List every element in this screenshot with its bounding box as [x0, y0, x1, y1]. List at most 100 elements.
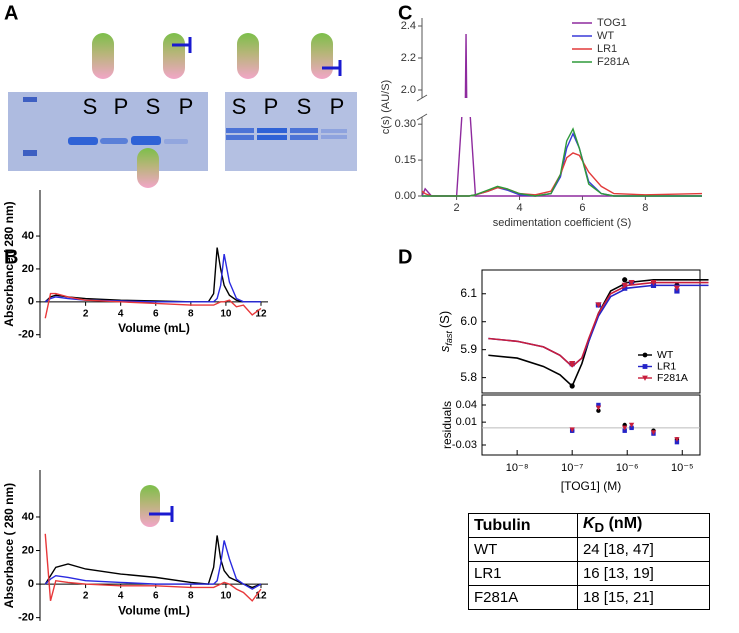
x-tick-label: 10⁻⁸: [506, 462, 529, 474]
tail-mark: [322, 60, 342, 76]
cell: 16 [13, 19]: [576, 561, 711, 586]
gel-left: [8, 92, 208, 171]
tubulin-icon: [140, 485, 160, 527]
x-axis-label: Volume (mL): [118, 321, 190, 335]
gel-band: [68, 137, 98, 145]
residual-tick-label: 0.04: [456, 399, 477, 411]
gel-band: [257, 135, 287, 140]
x-tick-label: 8: [188, 591, 194, 602]
tubulin-icon: [311, 33, 333, 79]
tubulin-icon: [92, 33, 114, 79]
y-tick-label: 20: [22, 263, 34, 275]
legend-label: WT: [597, 30, 614, 42]
lane-label: P: [179, 94, 194, 119]
marker: [673, 285, 681, 292]
y-tick-label: -20: [18, 612, 34, 624]
y-tick-label: 0.30: [395, 118, 416, 130]
series-line: [44, 254, 261, 303]
panel-label: C: [398, 2, 412, 24]
x-tick-label: 4: [118, 308, 124, 319]
gel-band: [321, 129, 347, 133]
y-axis-label: Absorbance ( 280 nm): [2, 201, 16, 326]
x-axis-label: sedimentation coefficient (S): [493, 217, 632, 229]
x-tick-label: 10⁻⁵: [671, 462, 694, 474]
gel-band: [290, 135, 318, 140]
x-tick-label: 10⁻⁶: [616, 462, 639, 474]
fit-line: [488, 284, 709, 368]
marker: [622, 277, 628, 283]
x-tick-label: 8: [642, 202, 648, 214]
y-axis-label: c(s) (AU/S): [380, 80, 392, 134]
lane-label: P: [114, 94, 129, 119]
x-tick-label: 12: [255, 591, 267, 602]
x-axis-label: Volume (mL): [118, 603, 190, 617]
x-tick-label: 2: [83, 591, 89, 602]
legend-label: LR1: [597, 43, 617, 55]
x-tick-label: 6: [153, 308, 159, 319]
tail-mark: [172, 37, 192, 53]
residual-label: residuals: [440, 401, 454, 449]
gel: [8, 92, 357, 171]
y-tick-label: 2.0: [401, 84, 416, 96]
table-row: WT 24 [18, 47]: [468, 537, 711, 562]
gel-band: [131, 136, 161, 145]
marker: [569, 361, 576, 367]
marker: [628, 279, 635, 286]
table-row: F281A 18 [15, 21]: [468, 585, 711, 610]
y-tick-label: 5.8: [460, 370, 477, 384]
y-tick-label: 0.00: [395, 190, 416, 202]
y-axis-label: Absorbance ( 280 nm): [2, 483, 16, 608]
y-tick-label: 40: [22, 230, 34, 242]
x-tick-label: 4: [118, 591, 124, 602]
x-axis-label: [TOG1] (M): [561, 479, 621, 493]
x-tick-label: 10: [220, 308, 232, 319]
x-tick-label: 6: [153, 591, 159, 602]
y-axis-label: sfast (S): [437, 311, 454, 352]
marker: [650, 279, 657, 286]
cell: 18 [15, 21]: [576, 585, 711, 610]
tubulin-icon: [237, 33, 259, 79]
gel-band: [164, 139, 188, 144]
ladder-band: [23, 97, 37, 102]
lane-label: S: [297, 94, 312, 119]
axis-break: [416, 94, 428, 121]
marker: [621, 282, 628, 289]
legend-label: F281A: [657, 372, 688, 384]
lane-label: S: [232, 94, 247, 119]
lane-label: P: [264, 94, 279, 119]
cell: 24 [18, 47]: [576, 537, 711, 562]
series-line: [44, 292, 262, 319]
marker: [628, 422, 635, 428]
gel-band: [226, 128, 254, 133]
marker: [642, 364, 648, 369]
kd-table: Tubulin KD (nM) WT 24 [18, 47] LR1 16 [13,…: [468, 513, 711, 610]
marker: [642, 375, 648, 381]
y-tick-label: 0: [28, 296, 34, 308]
marker: [674, 437, 680, 442]
y-tick-label: 0: [28, 578, 34, 590]
series-line: [44, 540, 262, 590]
y-tick-label: 40: [22, 511, 34, 523]
tubulin-icons: [92, 33, 342, 79]
x-tick-label: 2: [454, 202, 460, 214]
tubulin-icon: [163, 33, 185, 79]
lane-label: S: [83, 94, 98, 119]
marker: [629, 425, 634, 431]
x-tick-label: 10: [220, 591, 232, 602]
marker: [622, 428, 627, 433]
residual-tick-label: 0.01: [456, 416, 477, 428]
marker: [569, 427, 575, 433]
y-tick-label: 6.1: [460, 286, 477, 300]
x-tick-label: 4: [516, 202, 522, 214]
marker: [596, 408, 601, 413]
marker: [569, 383, 575, 389]
header-cell: Tubulin: [468, 513, 578, 538]
panel-label: A: [4, 2, 18, 24]
legend-label: LR1: [657, 360, 676, 372]
y-tick-label: 2.4: [401, 20, 416, 32]
y-tick-label: -20: [18, 329, 34, 341]
x-tick-label: 8: [188, 308, 194, 319]
legend-label: F281A: [597, 56, 630, 68]
